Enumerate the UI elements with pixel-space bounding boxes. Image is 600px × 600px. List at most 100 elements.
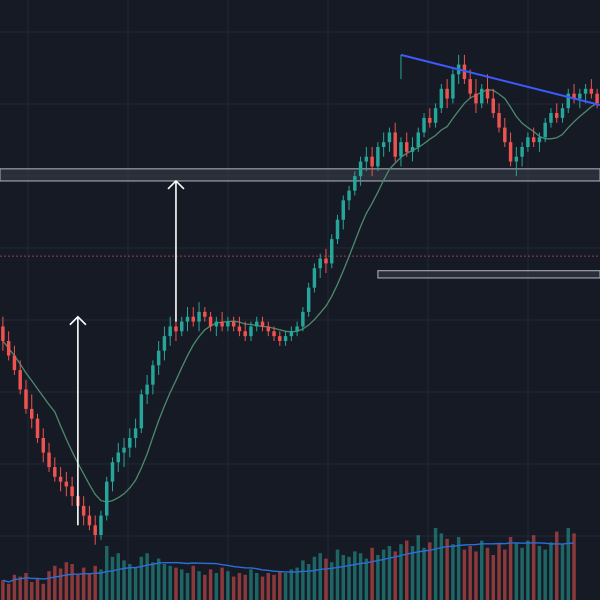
candle [295,321,299,337]
volume-bar [197,571,201,600]
candle [399,137,403,167]
candle-body [214,321,219,327]
volume-bar [520,547,524,600]
candle-body [18,370,22,390]
candle-body [514,156,519,162]
candle-body [364,156,369,162]
volume-bar [526,540,530,600]
candle-body [549,113,553,123]
candle-body [560,108,565,118]
volume-bar [266,573,270,600]
measure-arrow[interactable] [167,179,185,322]
candle-body [508,142,513,162]
candle [1,316,5,351]
volume-bar [133,567,138,600]
candle [156,341,161,375]
volume-bar [18,576,22,600]
volume-bar [289,569,294,600]
candle [433,103,438,128]
volume-bar [480,540,484,600]
candle-body [295,326,299,332]
volume-bar [81,567,86,600]
candle-body [81,505,86,516]
price-zone[interactable] [377,270,600,279]
arrow-head [69,315,87,326]
candle-body [318,258,322,269]
trendline[interactable] [400,53,600,107]
volume-bar [514,542,519,600]
volume-bar [508,537,513,600]
volume-bar [531,535,536,600]
candle-body [589,88,594,94]
volume-bar [1,580,5,600]
volume-bar [330,562,334,600]
candle [508,132,513,167]
volume-bar [220,567,224,600]
volume-bar [353,551,357,600]
candle-body [537,137,542,143]
candle [566,88,570,114]
candle-body [116,452,120,463]
candle-body [491,98,495,114]
candle [485,74,490,104]
candle-body [428,117,432,123]
candle-body [387,132,392,143]
candle-body [180,321,184,332]
candle [162,326,167,361]
volume-bar [503,549,507,600]
candle-body [526,137,530,147]
candle-body [64,481,69,487]
candle-body [474,93,478,104]
candle [416,127,420,152]
candle [93,515,97,545]
candle [376,142,380,172]
candle [347,185,351,211]
candle-body [162,336,167,351]
measure-arrow[interactable] [69,315,87,526]
drawings[interactable] [69,53,600,526]
volume-bar [312,556,317,600]
volume-bar [335,549,340,600]
volume-bar [47,571,51,600]
candle [128,428,132,458]
candle-body [572,93,576,99]
candle [289,326,294,341]
candle-body [87,515,92,526]
volume-bar [468,546,472,600]
candle [306,282,311,317]
candle-body [208,316,213,327]
volume-bar [128,564,132,600]
volume-pane [1,528,576,600]
candle-body [35,418,40,438]
support-resistance-zones[interactable] [0,168,600,279]
candle-body [58,476,63,482]
volume-bar [168,565,172,600]
candle-body [6,341,11,356]
volume-bar [358,553,363,600]
volume-bar [110,556,115,600]
candle [335,214,340,244]
candle [18,360,22,395]
candle-body [133,428,138,438]
candle-body [324,258,328,264]
volume-bar [301,560,305,600]
price-zone[interactable] [0,168,600,182]
volume-bar [474,551,478,600]
volume-bar [53,565,57,600]
volume-bar [456,537,461,600]
candle [151,360,155,395]
candle-body [151,365,155,385]
volume-bar [87,573,92,600]
volume-bar [208,569,213,600]
volume-bar [324,558,328,600]
candle-body [260,321,265,327]
candle-body [306,287,311,312]
candle [381,132,386,157]
candle [387,127,392,152]
candle [87,505,92,531]
candle [81,496,86,526]
volume-bar [491,555,495,600]
candle [266,321,270,337]
